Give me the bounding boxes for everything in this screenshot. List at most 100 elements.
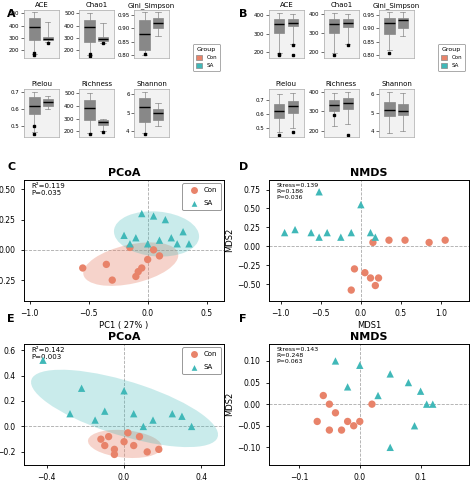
Point — [291, 226, 299, 233]
Point — [144, 256, 152, 263]
Text: F: F — [239, 314, 247, 324]
Point — [132, 234, 140, 242]
Ellipse shape — [114, 212, 199, 257]
Point — [372, 233, 379, 241]
PathPatch shape — [153, 109, 163, 120]
Point — [319, 392, 327, 399]
Y-axis label: MDS2: MDS2 — [225, 392, 234, 416]
Point — [326, 400, 333, 408]
Point — [350, 422, 357, 430]
Point — [347, 286, 355, 294]
PathPatch shape — [153, 18, 163, 29]
Title: PCoA: PCoA — [108, 167, 140, 178]
Point — [167, 234, 175, 242]
Title: Shannon: Shannon — [381, 81, 412, 87]
Text: Stress=0.139
R=0.186
P=0.036: Stress=0.139 R=0.186 P=0.036 — [277, 183, 319, 200]
Point — [120, 438, 128, 446]
PathPatch shape — [274, 104, 284, 119]
Text: B: B — [239, 9, 248, 19]
Point — [429, 400, 437, 408]
Point — [78, 384, 85, 392]
Point — [361, 269, 369, 276]
Point — [441, 236, 449, 244]
Point — [91, 416, 99, 424]
PathPatch shape — [98, 120, 108, 125]
Point — [155, 445, 163, 453]
Point — [344, 383, 351, 391]
Point — [138, 264, 146, 272]
Point — [188, 423, 195, 430]
PathPatch shape — [329, 19, 339, 33]
Point — [79, 264, 87, 272]
Title: Shannon: Shannon — [136, 81, 167, 87]
PathPatch shape — [398, 105, 408, 116]
Point — [332, 357, 339, 365]
Point — [149, 416, 157, 424]
Point — [344, 418, 351, 425]
Ellipse shape — [31, 370, 218, 447]
Title: ACE: ACE — [280, 2, 293, 8]
Point — [368, 400, 376, 408]
Title: Richness: Richness — [81, 81, 112, 87]
Point — [124, 429, 132, 437]
Point — [185, 240, 193, 248]
Point — [168, 410, 176, 418]
Point — [411, 422, 419, 430]
PathPatch shape — [98, 37, 108, 41]
PathPatch shape — [84, 19, 95, 42]
Legend: Con, SA: Con, SA — [182, 183, 221, 211]
X-axis label: MDS1: MDS1 — [357, 321, 381, 330]
Point — [126, 240, 134, 248]
Title: Pielou: Pielou — [276, 81, 297, 87]
Point — [162, 216, 169, 224]
Point — [66, 410, 74, 418]
Point — [385, 236, 393, 244]
Point — [386, 443, 394, 451]
Point — [375, 274, 383, 282]
Point — [97, 435, 105, 443]
Text: R²=0.142
P=0.003: R²=0.142 P=0.003 — [32, 348, 65, 360]
Point — [313, 418, 321, 425]
Point — [150, 212, 157, 220]
PathPatch shape — [384, 18, 394, 34]
Point — [101, 442, 109, 450]
Y-axis label: MDS2: MDS2 — [225, 228, 234, 252]
Point — [110, 445, 118, 453]
Point — [367, 274, 374, 282]
Title: NMDS: NMDS — [350, 332, 388, 342]
Text: E: E — [7, 314, 15, 324]
Point — [425, 239, 433, 246]
Point — [332, 409, 339, 417]
Point — [132, 272, 140, 280]
Point — [369, 239, 377, 246]
Title: Chao1: Chao1 — [85, 2, 108, 8]
Point — [417, 387, 424, 395]
Point — [423, 400, 430, 408]
Ellipse shape — [83, 242, 178, 286]
Point — [105, 433, 112, 440]
PathPatch shape — [288, 19, 298, 26]
Point — [109, 276, 116, 284]
Point — [144, 448, 151, 456]
Legend: Con, SA: Con, SA — [193, 44, 220, 71]
Point — [150, 246, 157, 254]
PathPatch shape — [343, 98, 353, 109]
PathPatch shape — [139, 98, 150, 122]
PathPatch shape — [329, 100, 339, 111]
Point — [338, 426, 346, 434]
Point — [178, 412, 186, 420]
Title: Chao1: Chao1 — [330, 2, 353, 8]
Point — [405, 378, 412, 386]
Title: Richness: Richness — [326, 81, 357, 87]
Point — [110, 451, 118, 458]
Point — [138, 210, 146, 217]
Point — [101, 408, 109, 415]
Point — [144, 240, 152, 248]
Point — [135, 268, 142, 275]
PathPatch shape — [398, 18, 408, 29]
Point — [356, 362, 364, 369]
Point — [357, 201, 365, 209]
Point — [347, 229, 355, 237]
Point — [155, 236, 163, 244]
PathPatch shape — [43, 37, 53, 40]
